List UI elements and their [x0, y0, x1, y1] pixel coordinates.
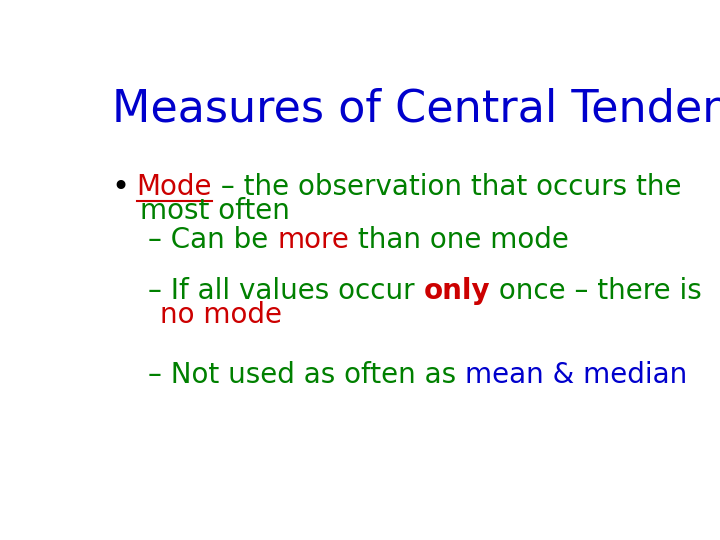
Text: than one mode: than one mode: [349, 226, 569, 254]
Text: – Can be: – Can be: [148, 226, 277, 254]
Text: mean & median: mean & median: [465, 361, 688, 389]
Text: more: more: [277, 226, 349, 254]
Text: most often: most often: [140, 197, 290, 225]
Text: – Not used as often as: – Not used as often as: [148, 361, 465, 389]
Text: – If all values occur: – If all values occur: [148, 276, 423, 305]
Text: only: only: [423, 276, 490, 305]
Text: Mode: Mode: [137, 173, 212, 200]
Text: •: •: [112, 173, 130, 201]
Text: no mode: no mode: [160, 301, 282, 329]
Text: – the observation that occurs the: – the observation that occurs the: [212, 173, 682, 200]
Text: once – there is: once – there is: [490, 276, 702, 305]
Text: Measures of Central Tendency: Measures of Central Tendency: [112, 88, 720, 131]
